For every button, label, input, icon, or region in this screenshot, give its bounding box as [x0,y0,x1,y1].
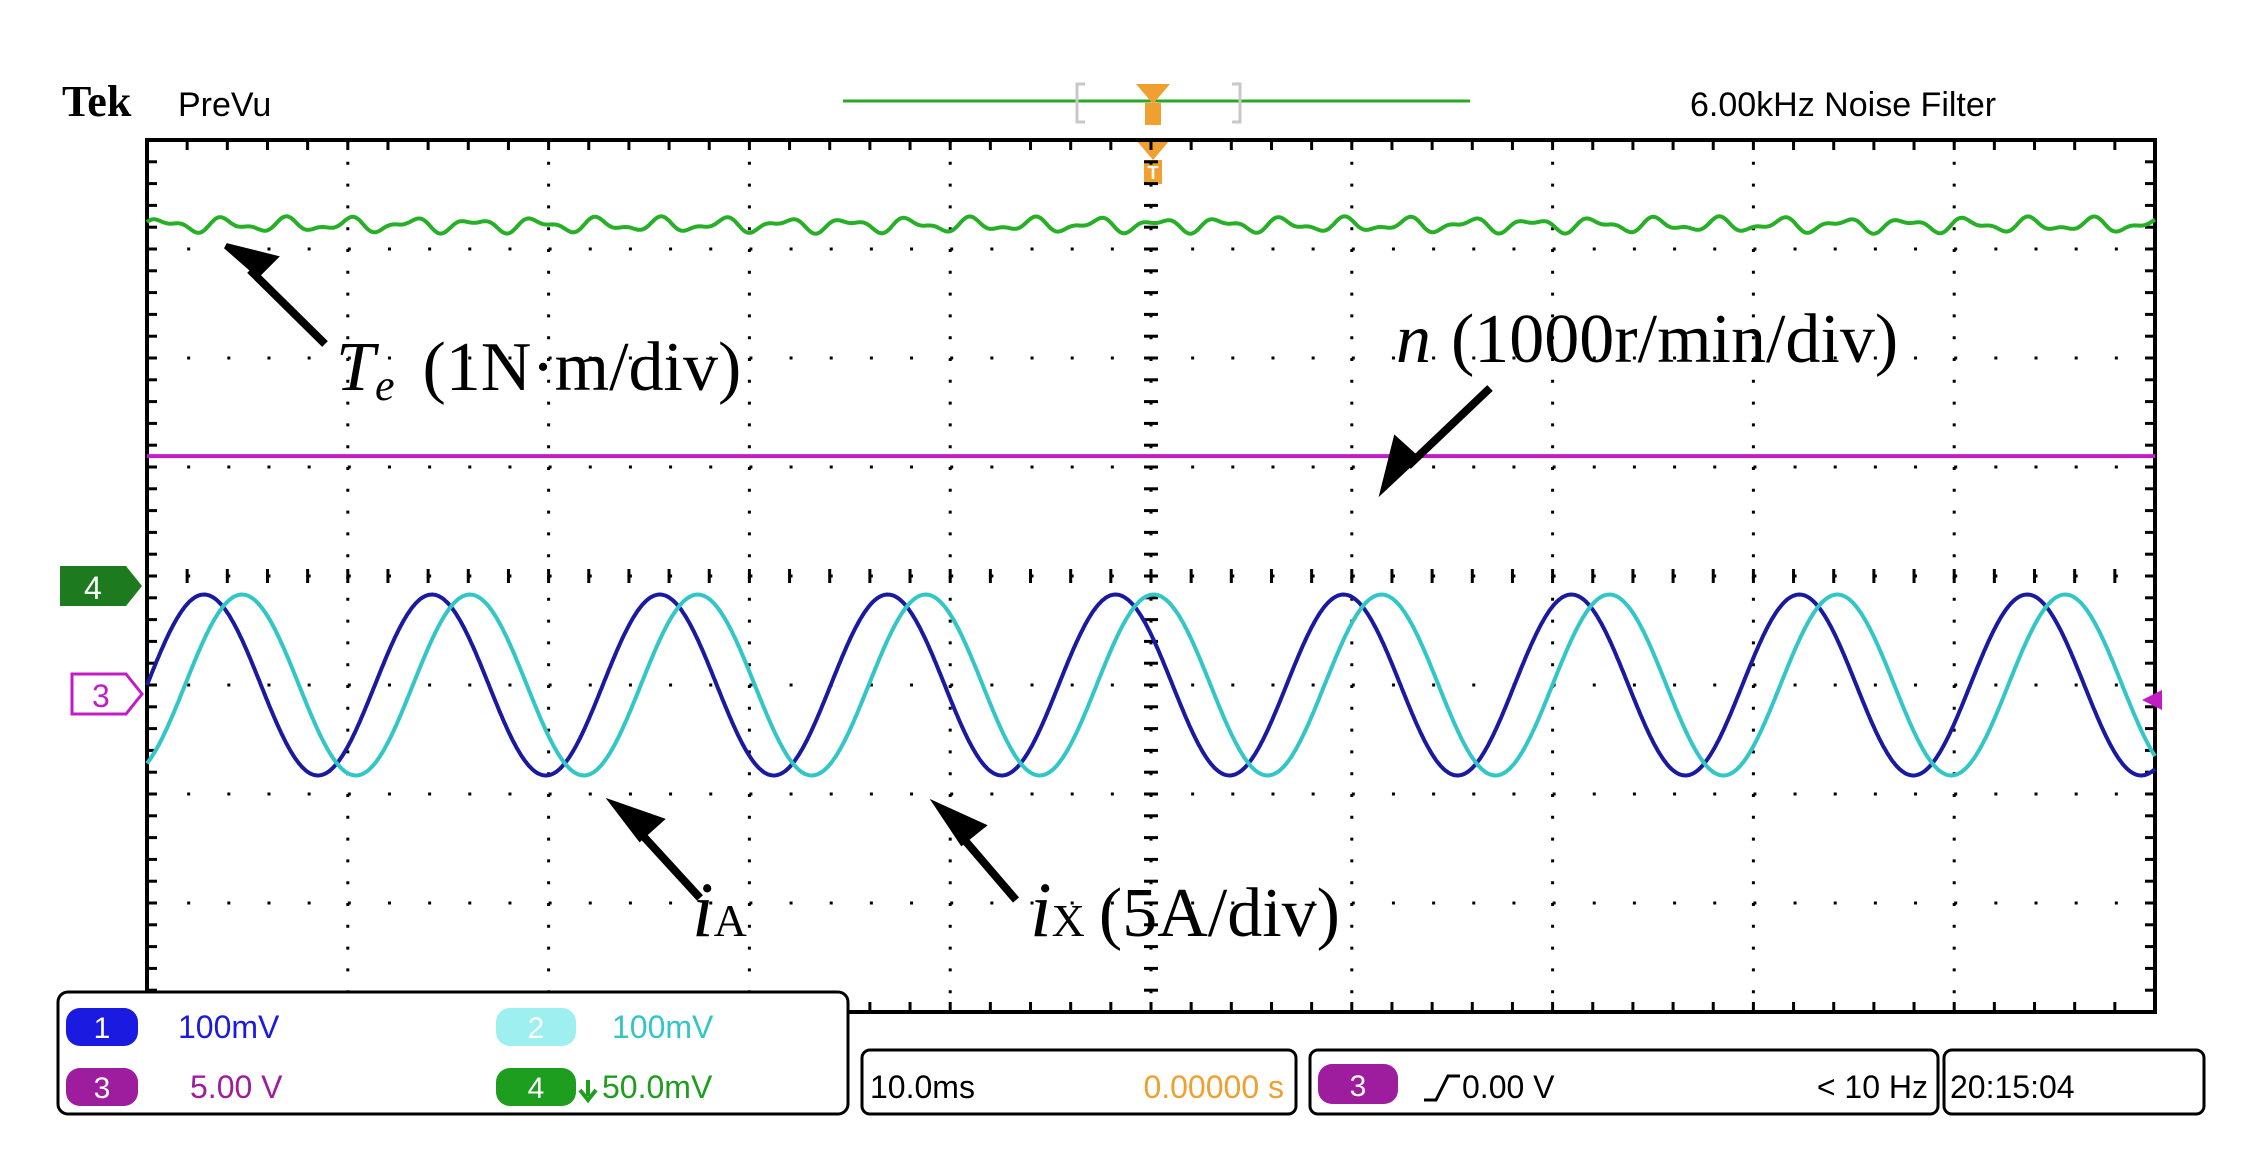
trigger-source: 3 [1350,1070,1367,1103]
trigger-frequency: < 10 Hz [1817,1069,1928,1105]
ch3-ground-marker[interactable]: 3 [70,672,144,716]
ch2-badge[interactable] [496,1008,576,1046]
brand-label: Tek [62,77,132,126]
te-label: Te (1N·m/div) [336,329,741,410]
ia-label: iA [692,866,747,953]
ch3-scale[interactable]: 5.00 V [190,1069,283,1105]
trigger-source-badge[interactable] [1318,1064,1398,1104]
trigger-position-icon[interactable]: T [1136,84,1170,184]
timebase-scale[interactable]: 10.0ms [870,1069,975,1105]
waveforms [145,214,2157,778]
graticule-frame [145,138,2157,1014]
clock: 20:15:04 [1950,1069,2075,1105]
ch3-number: 3 [94,1072,111,1105]
clock-panel: 20:15:04 [1942,1048,2206,1116]
horizontal-position[interactable]: 0.00000 s [1143,1069,1284,1105]
trace-ch2 [145,592,2157,778]
trigger-level[interactable]: 0.00 V [1462,1069,1555,1105]
ix-label: iX (5A/div) [1030,866,1340,953]
ch4-marker-label: 4 [84,570,102,606]
ch4-badge[interactable] [496,1068,576,1106]
ch3-marker-label: 3 [92,678,110,714]
ch1-badge[interactable] [66,1008,138,1046]
timebase-panel[interactable]: 10.0ms 0.00000 s [860,1048,1298,1116]
annotation-arrows [224,243,1493,903]
ch4-number: 4 [528,1072,545,1105]
ch4-ground-marker[interactable]: 4 [60,566,142,606]
ch4-scale[interactable]: 50.0mV [602,1069,713,1105]
bandwidth-limit-icon [578,1080,598,1104]
ch2-number: 2 [528,1012,545,1045]
ch1-scale[interactable]: 100mV [178,1009,280,1045]
n-label: n (1000r/min/div) [1396,301,1898,378]
svg-text:T: T [1148,163,1159,183]
trace-ch1 [145,592,2157,778]
record-position-bar[interactable] [843,82,1470,124]
ch3-badge[interactable] [66,1068,138,1106]
trigger-panel[interactable]: 3 0.00 V < 10 Hz [1308,1048,1940,1116]
ch3-level-marker-icon [2142,690,2162,710]
noise-filter-label: 6.00kHz Noise Filter [1690,86,1996,124]
trace-ch4 [145,214,2157,236]
mode-label: PreVu [178,86,271,124]
ch1-number: 1 [94,1012,111,1045]
vertical-settings-panel: 1 100mV 2 100mV 3 5.00 V 4 50.0mV [56,990,850,1116]
rising-edge-icon [1424,1074,1460,1102]
ch2-scale[interactable]: 100mV [612,1009,714,1045]
